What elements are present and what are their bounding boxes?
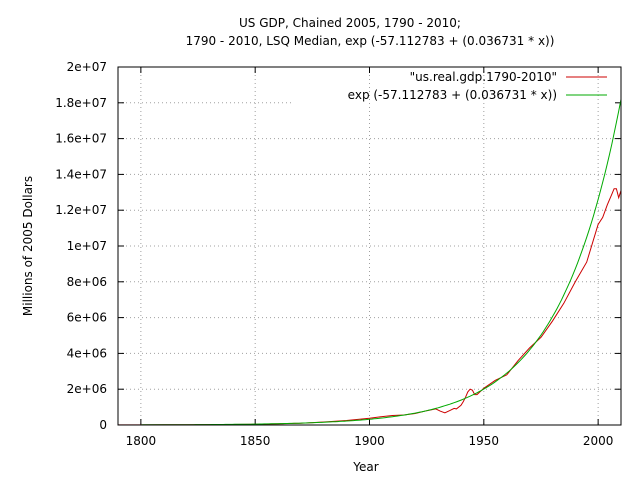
legend: "us.real.gdp.1790-2010" exp (-57.112783 … xyxy=(348,70,607,102)
series-layer xyxy=(118,99,622,426)
x-tick-label: 2000 xyxy=(583,434,614,448)
x-tick-label: 1800 xyxy=(126,434,157,448)
plot-frame xyxy=(117,66,622,426)
axes: 0 2e+06 4e+06 6e+06 8e+06 1e+07 1.2e+07 1.4e+07… xyxy=(55,60,621,448)
y-tick-label: 1.8e+07 xyxy=(55,96,107,110)
y-tick-label: 1.6e+07 xyxy=(55,132,107,146)
legend-label-fit: exp (-57.112783 + (0.036731 * x)) xyxy=(348,88,557,102)
grid xyxy=(118,67,621,425)
y-tick-label: 1e+07 xyxy=(67,239,107,253)
x-axis-label: Year xyxy=(352,460,378,474)
y-tick-label: 2e+06 xyxy=(67,382,107,396)
x-tick-label: 1950 xyxy=(469,434,500,448)
legend-label-gdp: "us.real.gdp.1790-2010" xyxy=(410,70,557,84)
chart-title: US GDP, Chained 2005, 1790 - 2010; xyxy=(239,16,461,30)
y-tick-label: 1.2e+07 xyxy=(55,203,107,217)
series-line-gdp xyxy=(118,188,622,426)
y-tick-label: 6e+06 xyxy=(67,311,107,325)
y-tick-label: 8e+06 xyxy=(67,275,107,289)
x-tick-label: 1850 xyxy=(240,434,271,448)
y-tick-label: 2e+07 xyxy=(67,60,107,74)
series-line-fit xyxy=(140,99,622,426)
y-axis-label: Millions of 2005 Dollars xyxy=(21,176,35,316)
chart-subtitle: 1790 - 2010, LSQ Median, exp (-57.112783… xyxy=(186,34,555,48)
y-tick-label: 1.4e+07 xyxy=(55,167,107,181)
x-tick-label: 1900 xyxy=(354,434,385,448)
y-tick-label: 4e+06 xyxy=(67,346,107,360)
y-tick-label: 0 xyxy=(99,418,107,432)
